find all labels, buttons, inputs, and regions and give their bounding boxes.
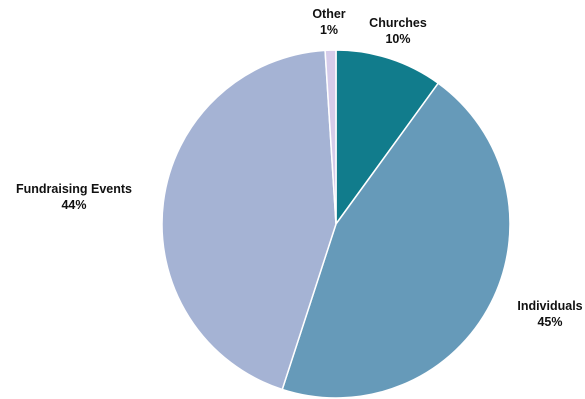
pie-slice-fundraising-events [161,49,337,391]
pie-slice-individuals [281,82,511,399]
pie-slice-other [324,49,337,225]
slice-labels: Churches 10% Individuals 45% Fundraising Eve… [16,7,583,329]
slice-value-label-other: 1% [320,23,338,37]
slice-value-label-individuals: 45% [537,315,562,329]
slice-label-fundraising-events: Fundraising Events [16,182,132,196]
slice-label-churches: Churches [369,16,427,30]
pie-slice-churches [335,49,440,227]
pie-slices [161,49,511,399]
slice-label-individuals: Individuals [517,299,582,313]
slice-value-label-churches: 10% [385,32,410,46]
slice-label-other: Other [312,7,345,21]
slice-value-label-fundraising-events: 44% [61,198,86,212]
